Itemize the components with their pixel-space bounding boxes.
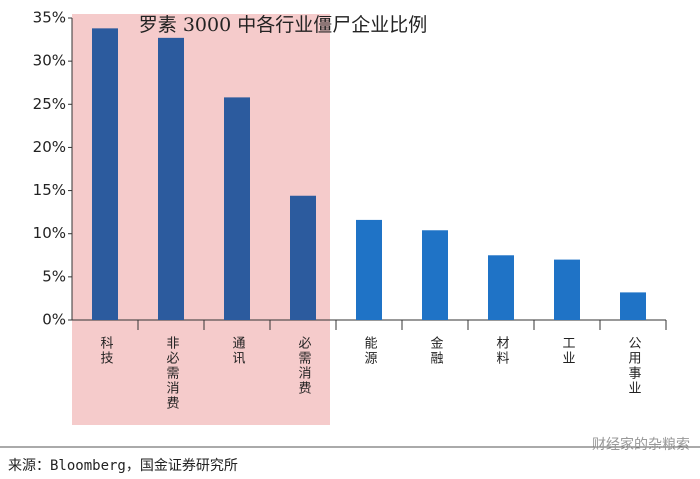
x-tick-label: 能源 — [362, 336, 378, 366]
y-tick-label: 10% — [33, 224, 66, 242]
x-tick-label: 非必需消费 — [164, 336, 180, 411]
x-tick-label: 通讯 — [230, 336, 246, 366]
bar — [290, 195, 316, 320]
y-tick-label: 15% — [33, 181, 66, 199]
x-tick-label: 必需消费 — [296, 336, 312, 396]
bar — [422, 230, 448, 320]
y-tick-label: 0% — [42, 311, 66, 329]
x-tick-label: 金融 — [428, 335, 444, 366]
y-tick-label: 25% — [33, 95, 66, 113]
x-tick-label: 公用事业 — [626, 336, 642, 396]
source-note: 来源：Bloomberg，国金证券研究所 — [8, 458, 238, 474]
x-tick-label: 材料 — [494, 336, 510, 366]
y-tick-label: 20% — [33, 138, 66, 156]
y-tick-label: 35% — [33, 9, 66, 27]
bar — [92, 28, 118, 321]
bar — [488, 255, 514, 320]
bar — [356, 219, 382, 320]
bar — [158, 37, 184, 321]
x-tick-label: 科技 — [98, 336, 114, 366]
watermark: 财经家的杂粮索 — [592, 436, 690, 453]
y-tick-label: 5% — [42, 267, 66, 285]
bar — [224, 97, 250, 320]
chart-title: 罗素 3000 中各行业僵尸企业比例 — [139, 14, 427, 36]
bar — [620, 292, 646, 320]
x-tick-label: 工业 — [560, 336, 576, 366]
y-tick-label: 30% — [33, 52, 66, 70]
bar — [554, 259, 580, 320]
